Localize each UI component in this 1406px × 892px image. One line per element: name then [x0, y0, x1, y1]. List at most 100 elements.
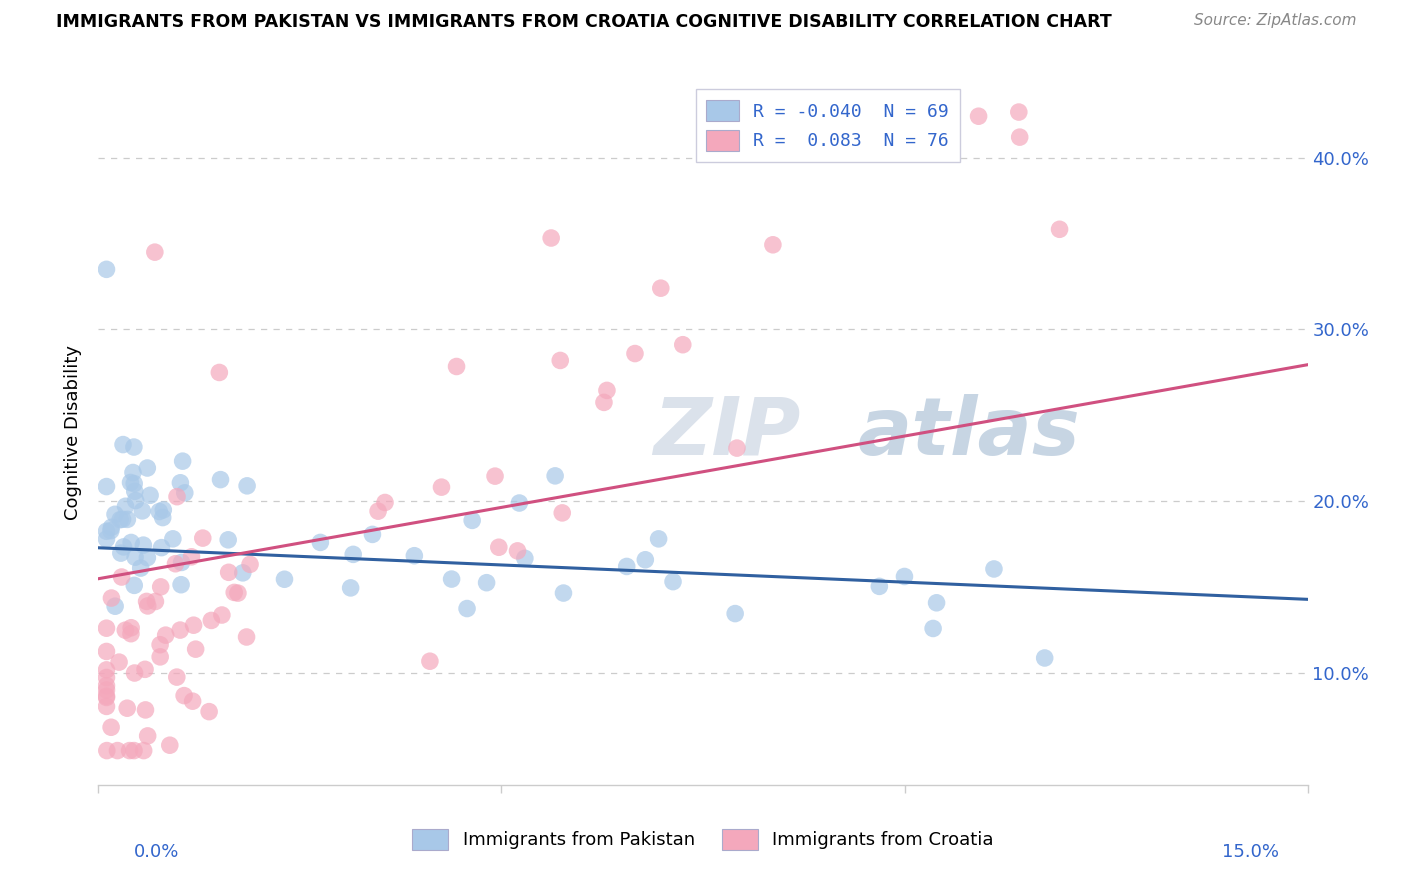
Point — [112, 540, 135, 554]
Point — [983, 562, 1005, 576]
Point — [211, 607, 233, 622]
Point — [162, 532, 184, 546]
Point — [724, 607, 747, 621]
Point — [169, 623, 191, 637]
Text: atlas: atlas — [858, 393, 1080, 472]
Point — [404, 549, 426, 563]
Point — [1008, 105, 1031, 120]
Point — [129, 561, 152, 575]
Point — [96, 743, 118, 757]
Point — [120, 626, 142, 640]
Point — [925, 596, 948, 610]
Point — [540, 231, 562, 245]
Point — [218, 566, 240, 580]
Point — [446, 359, 468, 374]
Point — [596, 384, 619, 398]
Point — [148, 504, 170, 518]
Point — [183, 618, 205, 632]
Point — [209, 473, 232, 487]
Point — [170, 556, 193, 570]
Point — [100, 591, 122, 605]
Text: 15.0%: 15.0% — [1222, 843, 1279, 861]
Point — [374, 495, 396, 509]
Point — [593, 395, 616, 409]
Point — [100, 524, 122, 538]
Point — [173, 485, 195, 500]
Point — [96, 532, 118, 546]
Point — [967, 109, 990, 123]
Point — [155, 628, 177, 642]
Point — [647, 532, 669, 546]
Point — [114, 623, 136, 637]
Point — [139, 488, 162, 502]
Point — [124, 484, 146, 499]
Point — [115, 701, 138, 715]
Point — [110, 546, 132, 560]
Point — [650, 281, 672, 295]
Point — [273, 572, 295, 586]
Point — [475, 575, 498, 590]
Point — [226, 586, 249, 600]
Point — [152, 503, 174, 517]
Point — [100, 520, 122, 534]
Point — [143, 245, 166, 260]
Point — [672, 337, 695, 351]
Point — [456, 601, 478, 615]
Point — [124, 550, 146, 565]
Point — [309, 535, 332, 549]
Point — [191, 531, 214, 545]
Point — [96, 682, 118, 697]
Point — [100, 720, 122, 734]
Point — [551, 506, 574, 520]
Point — [120, 475, 142, 490]
Point — [124, 666, 146, 681]
Point — [430, 480, 453, 494]
Point — [118, 743, 141, 757]
Point — [235, 630, 257, 644]
Point — [725, 441, 748, 455]
Point — [170, 578, 193, 592]
Point — [544, 468, 567, 483]
Point — [149, 638, 172, 652]
Y-axis label: Cognitive Disability: Cognitive Disability — [65, 345, 83, 520]
Point — [124, 493, 146, 508]
Point — [165, 557, 187, 571]
Point — [893, 569, 915, 583]
Text: 0.0%: 0.0% — [134, 843, 179, 861]
Point — [440, 572, 463, 586]
Point — [236, 479, 259, 493]
Point — [461, 513, 484, 527]
Point — [1008, 130, 1031, 145]
Point — [173, 689, 195, 703]
Point — [200, 614, 222, 628]
Text: ZIP: ZIP — [654, 393, 801, 472]
Point — [548, 353, 571, 368]
Point — [96, 621, 118, 635]
Point — [172, 454, 194, 468]
Point — [122, 466, 145, 480]
Point — [616, 559, 638, 574]
Point — [169, 475, 191, 490]
Point — [134, 662, 156, 676]
Legend: Immigrants from Pakistan, Immigrants from Croatia: Immigrants from Pakistan, Immigrants fro… — [405, 822, 1001, 857]
Point — [96, 699, 118, 714]
Text: Source: ZipAtlas.com: Source: ZipAtlas.com — [1194, 13, 1357, 29]
Point — [112, 437, 135, 451]
Point — [484, 469, 506, 483]
Point — [131, 504, 153, 518]
Point — [136, 461, 159, 475]
Point — [145, 594, 167, 608]
Point — [166, 670, 188, 684]
Point — [149, 580, 172, 594]
Point — [136, 550, 159, 565]
Point — [122, 743, 145, 757]
Point — [96, 524, 118, 539]
Point — [922, 622, 945, 636]
Point — [135, 594, 157, 608]
Point — [132, 538, 155, 552]
Point — [96, 690, 118, 705]
Point — [150, 541, 173, 555]
Point — [1033, 651, 1056, 665]
Point — [111, 512, 134, 526]
Point — [134, 703, 156, 717]
